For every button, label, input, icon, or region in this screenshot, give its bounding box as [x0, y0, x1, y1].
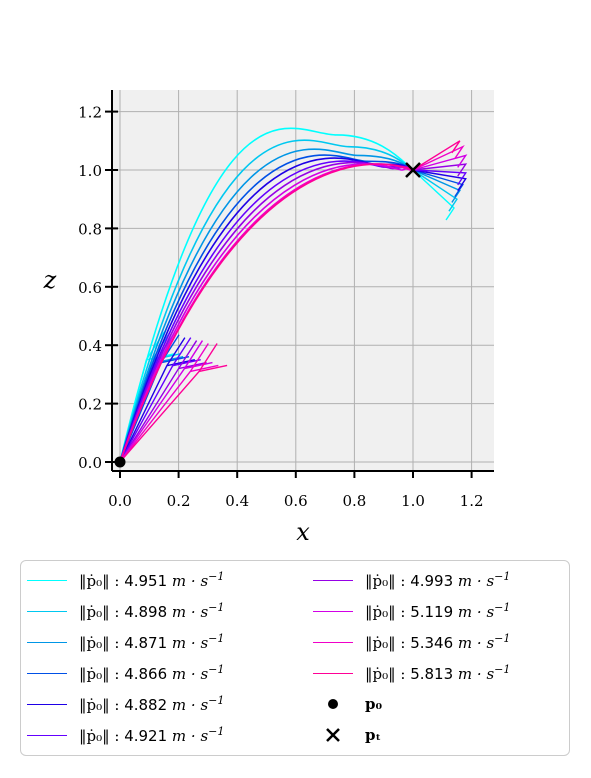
legend-label: pₜ [365, 726, 381, 744]
legend-swatch [27, 611, 67, 612]
legend-label: ‖ṗ₀‖ : 4.882 m · s−1 [79, 694, 224, 714]
dot-marker-icon [313, 691, 353, 717]
x-tick-label: 0.0 [108, 492, 132, 510]
x-tick-label: 0.4 [225, 492, 249, 510]
y-tick-label: 1.0 [78, 162, 102, 180]
x-tick-label: 1.2 [460, 492, 484, 510]
legend-swatch [27, 580, 67, 581]
legend-label: ‖ṗ₀‖ : 5.813 m · s−1 [365, 663, 510, 683]
legend-label: ‖ṗ₀‖ : 4.951 m · s−1 [79, 570, 224, 590]
x-tick-label: 0.2 [167, 492, 191, 510]
y-tick-label: 0.4 [78, 337, 102, 355]
legend-label: ‖ṗ₀‖ : 5.119 m · s−1 [365, 601, 510, 621]
legend-label: ‖ṗ₀‖ : 4.898 m · s−1 [79, 601, 224, 621]
legend: ‖ṗ₀‖ : 4.951 m · s−1 ‖ṗ₀‖ : 4.898 m · s−1… [20, 560, 570, 756]
legend-item: ‖ṗ₀‖ : 4.951 m · s−1 [27, 567, 224, 593]
legend-swatch [27, 735, 67, 736]
legend-item: ‖ṗ₀‖ : 5.346 m · s−1 [313, 629, 510, 655]
cross-marker-icon [313, 722, 353, 748]
start-point-marker [115, 457, 126, 468]
legend-swatch [313, 580, 353, 581]
y-tick-label: 0.2 [78, 396, 102, 414]
y-tick-label: 0.8 [78, 220, 102, 238]
legend-item: ‖ṗ₀‖ : 4.866 m · s−1 [27, 660, 224, 686]
legend-item: ‖ṗ₀‖ : 5.813 m · s−1 [313, 660, 510, 686]
legend-label: ‖ṗ₀‖ : 4.866 m · s−1 [79, 663, 224, 683]
legend-swatch [27, 673, 67, 674]
trajectory-chart: 0.0 0.2 0.4 0.6 0.8 1.0 1.2 0.0 0.2 0.4 0.6 0.8 1.0 1… [0, 0, 591, 555]
legend-swatch [313, 673, 353, 674]
x-axis-label: x [296, 518, 310, 546]
legend-item: ‖ṗ₀‖ : 4.993 m · s−1 [313, 567, 510, 593]
x-tick-label: 1.0 [401, 492, 425, 510]
legend-swatch [313, 642, 353, 643]
x-tick-label: 0.8 [342, 492, 366, 510]
y-tick-label: 0.0 [78, 454, 102, 472]
y-tick-label: 0.6 [78, 279, 102, 297]
legend-label: ‖ṗ₀‖ : 4.993 m · s−1 [365, 570, 510, 590]
legend-label: p₀ [365, 695, 382, 713]
plot-background [112, 90, 494, 471]
x-tick-label: 0.6 [284, 492, 308, 510]
y-axis-label: z [43, 266, 57, 294]
y-tick-label: 1.2 [78, 104, 102, 122]
legend-item: ‖ṗ₀‖ : 4.871 m · s−1 [27, 629, 224, 655]
legend-item: ‖ṗ₀‖ : 5.119 m · s−1 [313, 598, 510, 624]
legend-label: ‖ṗ₀‖ : 4.921 m · s−1 [79, 725, 224, 745]
legend-item: ‖ṗ₀‖ : 4.898 m · s−1 [27, 598, 224, 624]
legend-swatch [313, 611, 353, 612]
legend-item: p₀ [313, 691, 382, 717]
legend-item: ‖ṗ₀‖ : 4.882 m · s−1 [27, 691, 224, 717]
legend-label: ‖ṗ₀‖ : 4.871 m · s−1 [79, 632, 224, 652]
legend-swatch [27, 642, 67, 643]
legend-item: ‖ṗ₀‖ : 4.921 m · s−1 [27, 722, 224, 748]
legend-swatch [27, 704, 67, 705]
legend-label: ‖ṗ₀‖ : 5.346 m · s−1 [365, 632, 510, 652]
legend-item: pₜ [313, 722, 381, 748]
